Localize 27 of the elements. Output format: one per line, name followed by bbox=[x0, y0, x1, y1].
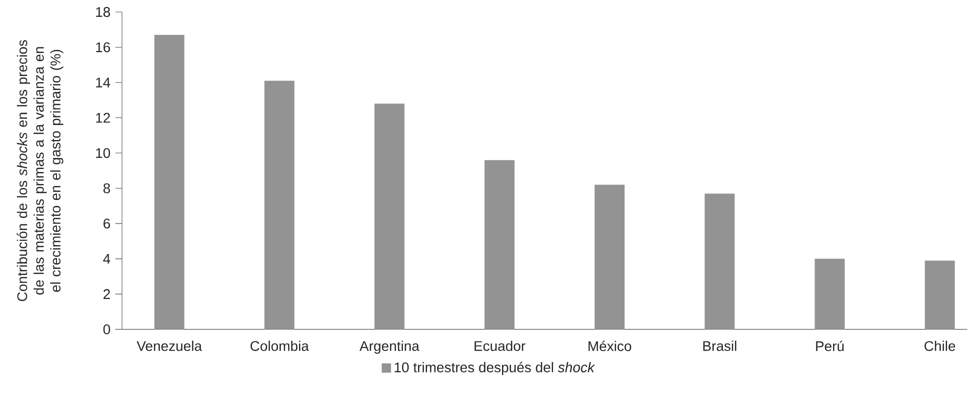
x-tick-label: Chile bbox=[924, 340, 956, 352]
x-tick-label: Argentina bbox=[360, 340, 420, 354]
x-tick-label: Brasil bbox=[703, 340, 736, 352]
legend-label: 10 trimestres después del shock bbox=[394, 362, 596, 376]
y-tick-label: 18 bbox=[96, 7, 110, 18]
y-tick-label: 6 bbox=[104, 218, 110, 229]
bar bbox=[154, 35, 184, 330]
bar bbox=[484, 160, 515, 330]
x-tick-label: Ecuador bbox=[474, 340, 526, 352]
x-tick-label: Perú bbox=[816, 340, 844, 352]
y-tick-label: 2 bbox=[104, 289, 110, 300]
bar bbox=[924, 260, 955, 330]
y-tick-label: 0 bbox=[103, 324, 110, 334]
y-tick-label: 16 bbox=[96, 42, 110, 52]
y-tick-label: 10 bbox=[96, 148, 110, 158]
y-tick-label: 12 bbox=[96, 113, 110, 123]
bar bbox=[264, 80, 294, 330]
y-tick-label: 4 bbox=[103, 254, 110, 264]
bar bbox=[374, 104, 404, 330]
bar bbox=[704, 194, 735, 330]
x-tick-label: Venezuela bbox=[136, 340, 202, 352]
y-tick-label: 8 bbox=[103, 184, 110, 194]
bar bbox=[594, 184, 625, 330]
y-tick-label: 14 bbox=[96, 78, 110, 88]
x-tick-label: México bbox=[588, 340, 632, 352]
x-tick-label: Colombia bbox=[250, 340, 309, 352]
bar bbox=[814, 258, 845, 330]
